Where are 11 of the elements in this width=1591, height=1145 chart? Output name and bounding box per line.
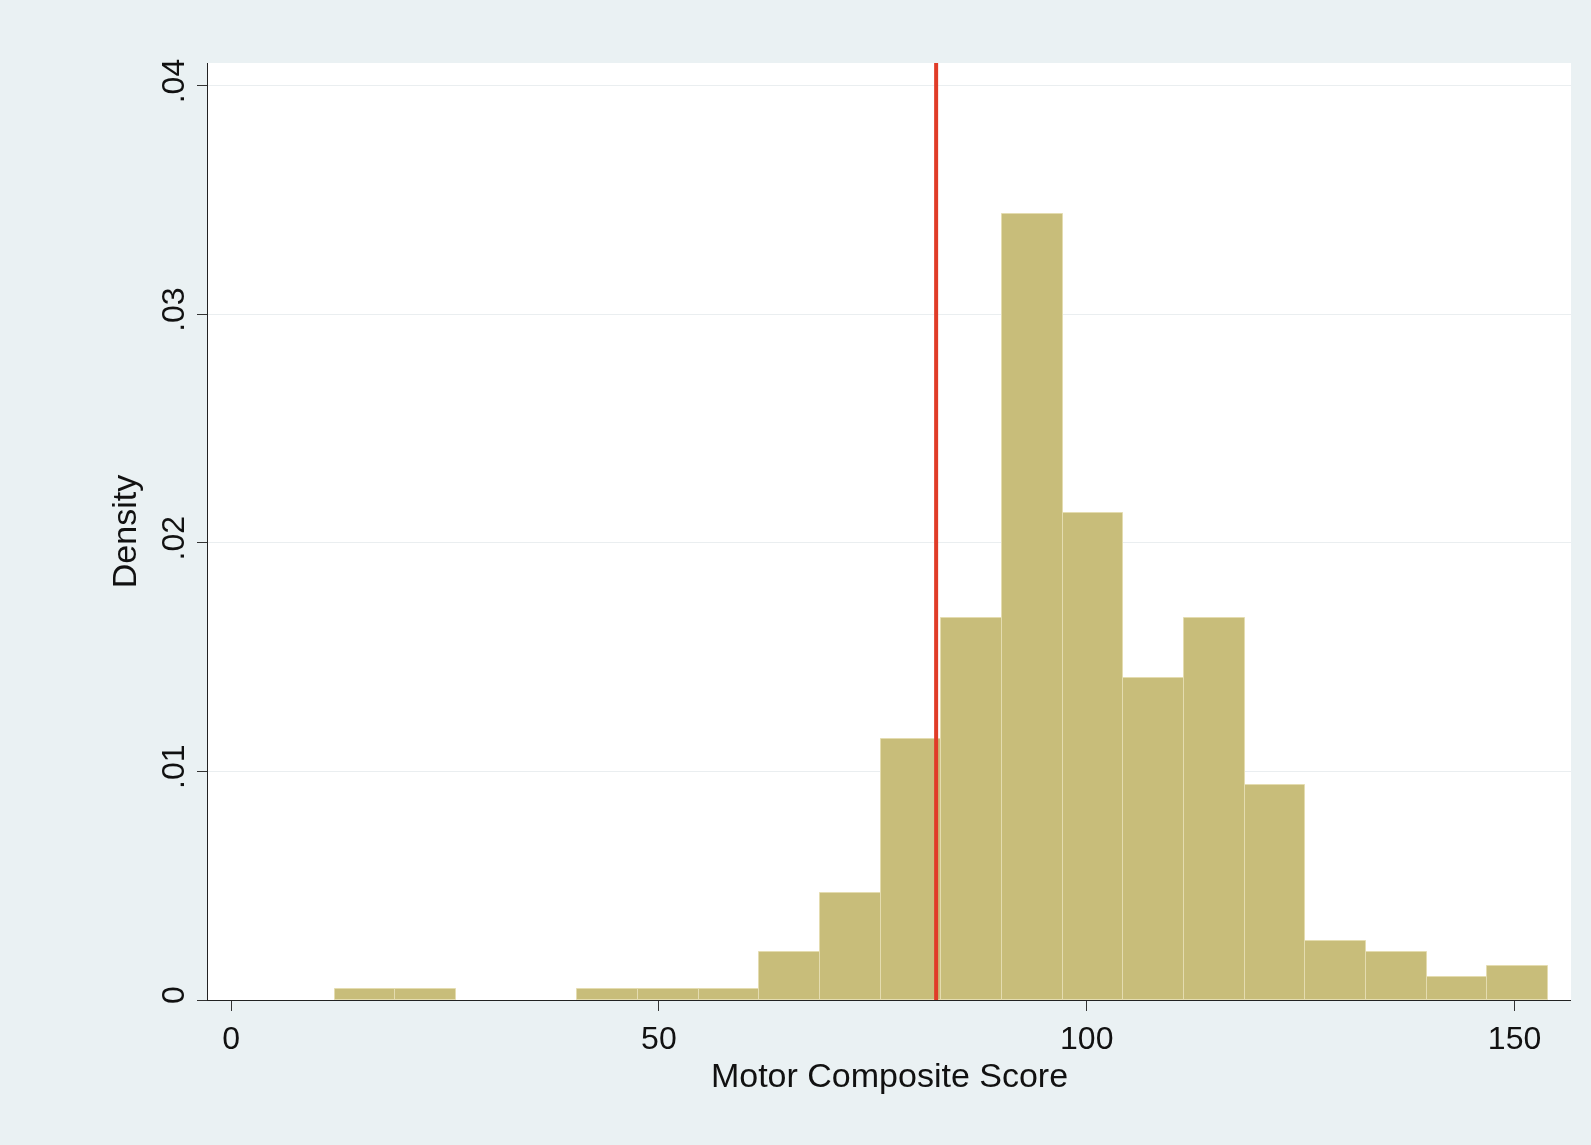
y-axis-title: Density (104, 474, 143, 589)
x-tick-label: 0 (222, 1020, 240, 1057)
y-tick-label: .04 (155, 58, 192, 104)
x-tick-label: 100 (1060, 1020, 1114, 1057)
y-tick-label: 0 (155, 986, 192, 1005)
y-tick-label: .01 (155, 744, 192, 789)
x-tick-label: 150 (1487, 1020, 1542, 1057)
x-tick-label: 50 (641, 1020, 677, 1057)
x-axis-title: Motor Composite Score (710, 1056, 1069, 1095)
y-tick-label: .03 (155, 287, 192, 332)
y-tick-label: .02 (155, 515, 192, 561)
